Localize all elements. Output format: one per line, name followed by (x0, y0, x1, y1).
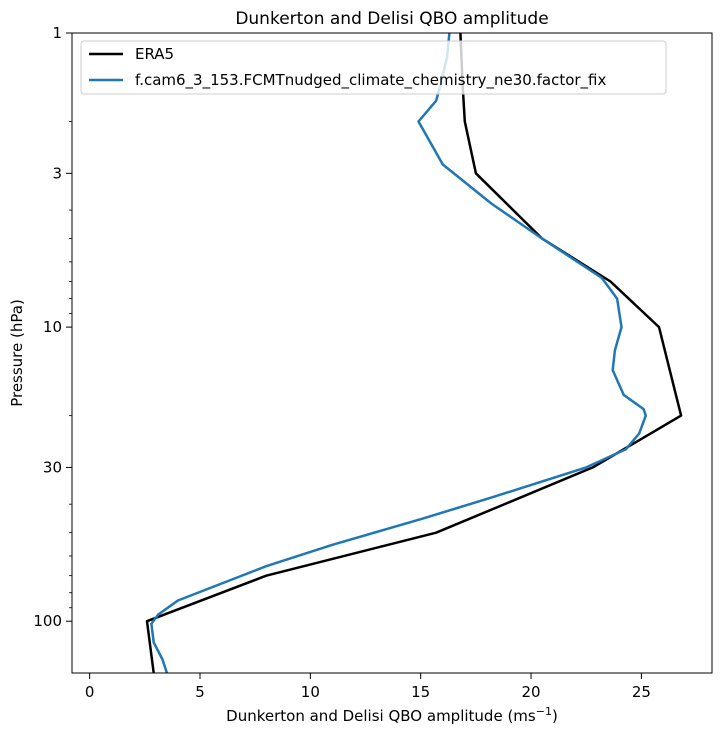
legend-label-era5: ERA5 (135, 45, 174, 63)
x-tick-label: 25 (632, 683, 651, 701)
series-line-1 (150, 32, 648, 674)
plot-frame (71, 32, 713, 674)
y-tick-label: 1 (52, 24, 62, 42)
legend-box (80, 40, 667, 95)
x-tick-label: 5 (195, 683, 205, 701)
y-axis-label: Pressure (hPa) (8, 299, 26, 407)
chart-title: Dunkerton and Delisi QBO amplitude (235, 9, 548, 29)
legend: ERA5 f.cam6_3_153.FCMTnudged_climate_che… (80, 40, 667, 95)
x-tick-label: 0 (85, 683, 95, 701)
legend-label-model: f.cam6_3_153.FCMTnudged_climate_chemistr… (135, 71, 606, 90)
series-line-0 (145, 32, 683, 674)
x-axis-label-superscript: −1 (536, 705, 552, 718)
y-axis: 1 3 10 30 100 (33, 24, 72, 630)
x-tick-label: 10 (301, 683, 320, 701)
x-tick-label: 20 (521, 683, 540, 701)
y-tick-label: 30 (43, 458, 62, 476)
x-axis: 0 5 10 15 20 25 (85, 673, 651, 701)
y-tick-label: 3 (52, 164, 62, 182)
x-axis-label: Dunkerton and Delisi QBO amplitude (ms−1… (226, 705, 558, 726)
y-tick-label: 100 (33, 612, 62, 630)
series-layer (145, 32, 683, 674)
x-tick-label: 15 (411, 683, 430, 701)
y-tick-label: 10 (43, 318, 62, 336)
